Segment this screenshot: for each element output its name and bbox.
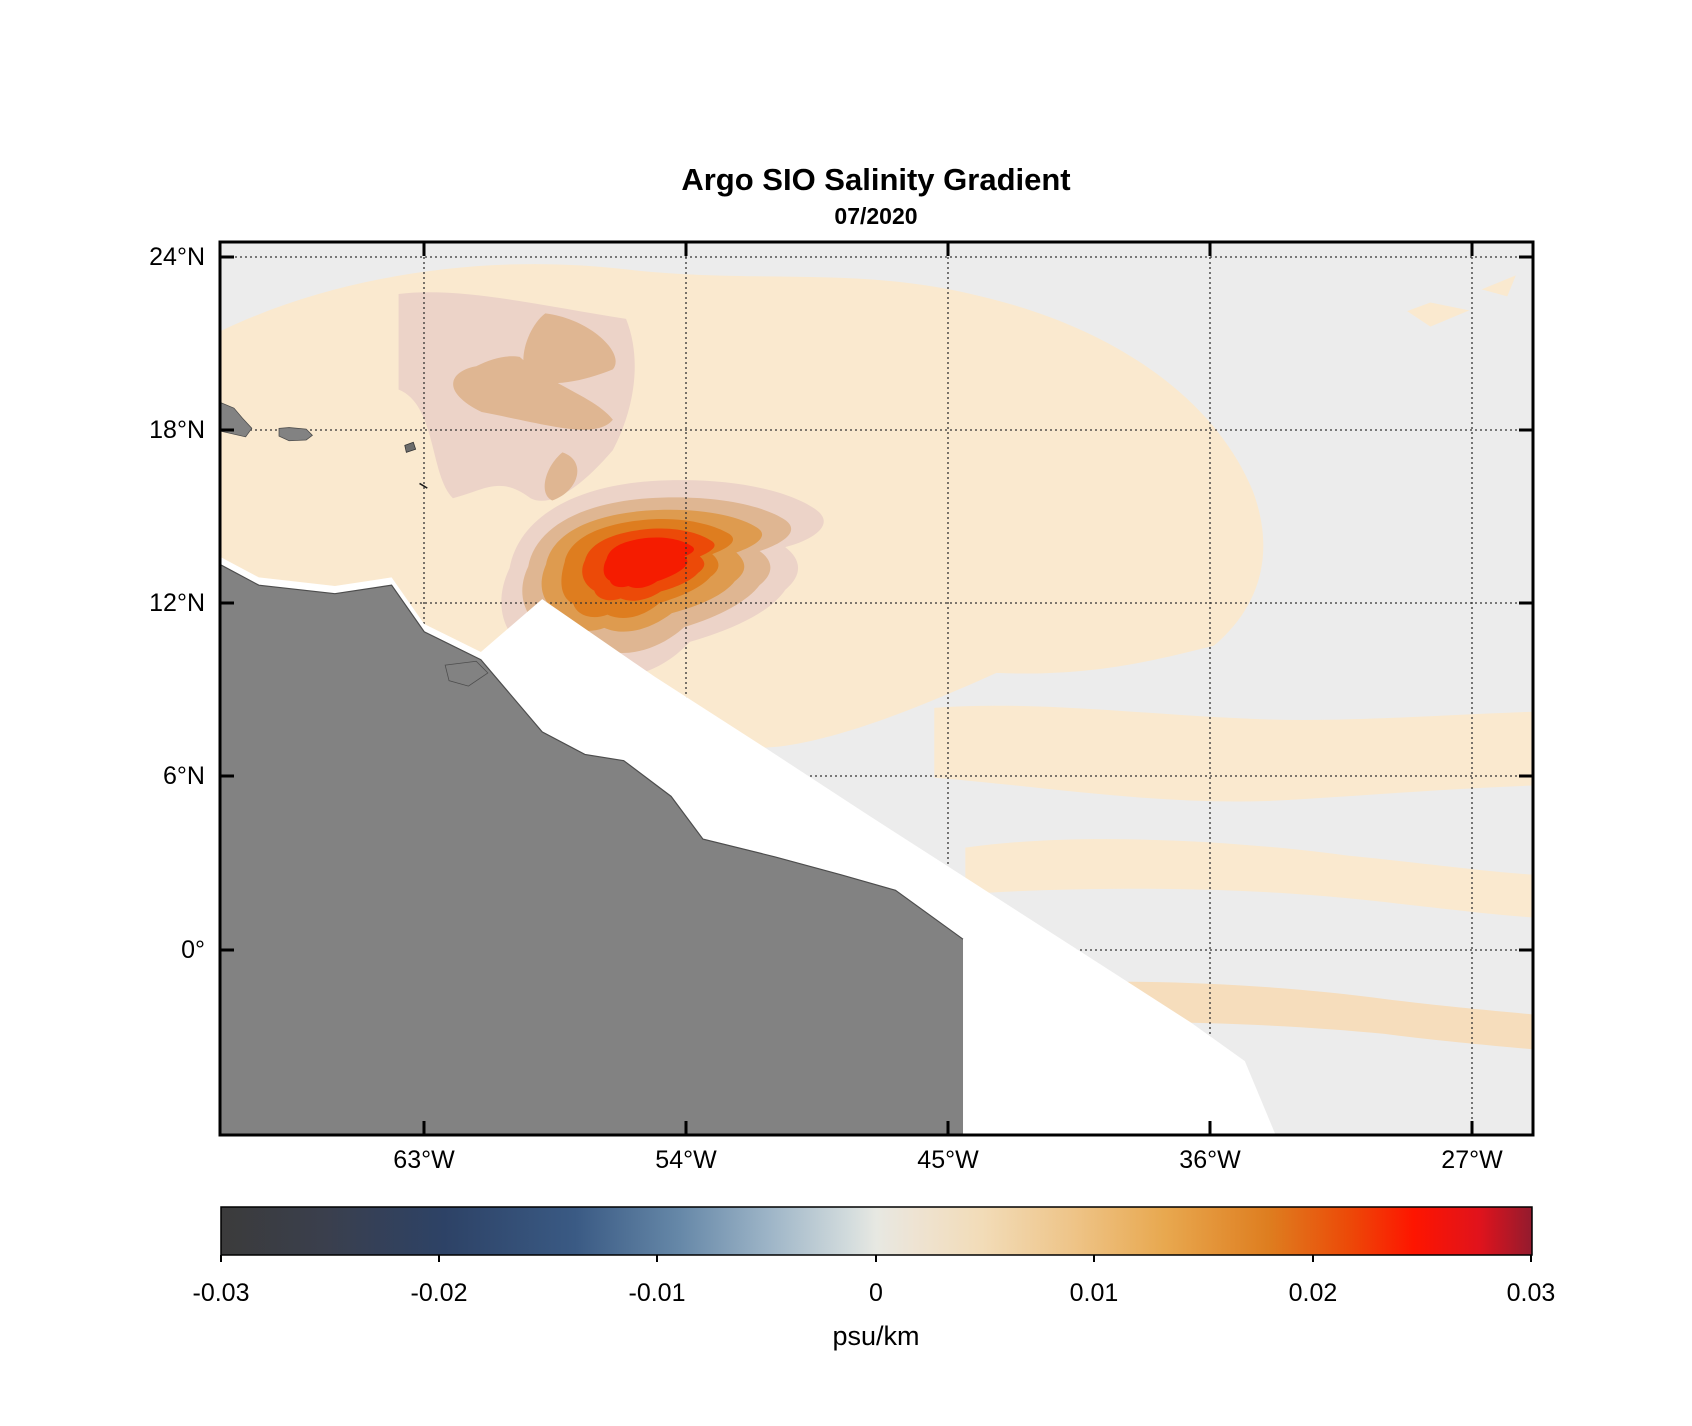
svg-text:24°N: 24°N [149,243,205,271]
svg-text:54°W: 54°W [655,1146,717,1174]
svg-text:0°: 0° [181,936,205,964]
svg-text:27°W: 27°W [1441,1146,1503,1174]
svg-text:0.03: 0.03 [1507,1279,1556,1307]
svg-text:18°N: 18°N [149,416,205,444]
svg-text:-0.01: -0.01 [629,1279,686,1307]
svg-text:6°N: 6°N [163,762,205,790]
svg-text:-0.02: -0.02 [411,1279,468,1307]
svg-text:0: 0 [869,1279,883,1307]
svg-text:45°W: 45°W [917,1146,979,1174]
svg-text:Argo SIO Salinity Gradient: Argo SIO Salinity Gradient [681,162,1070,197]
svg-text:0.02: 0.02 [1289,1279,1338,1307]
svg-text:07/2020: 07/2020 [834,203,917,229]
svg-text:0.01: 0.01 [1070,1279,1119,1307]
svg-text:63°W: 63°W [393,1146,455,1174]
svg-text:psu/km: psu/km [832,1321,919,1351]
svg-text:36°W: 36°W [1179,1146,1241,1174]
svg-text:-0.03: -0.03 [193,1279,250,1307]
svg-text:12°N: 12°N [149,589,205,617]
